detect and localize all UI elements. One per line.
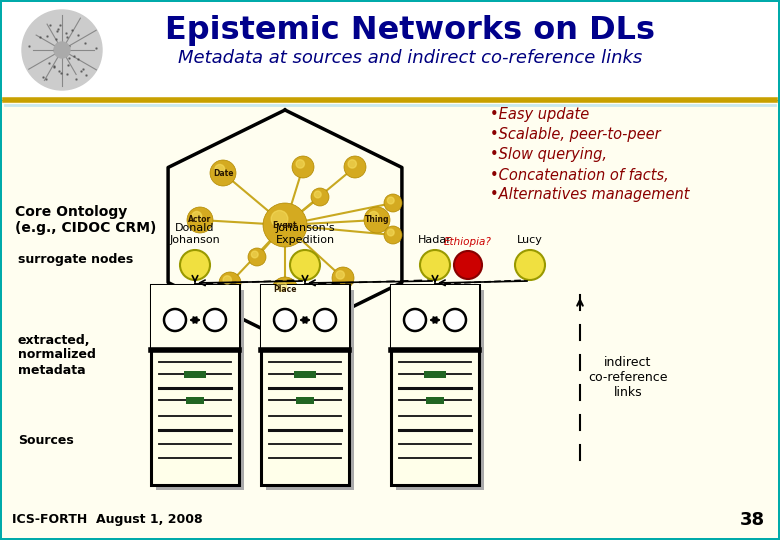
Circle shape bbox=[277, 281, 287, 291]
FancyBboxPatch shape bbox=[391, 285, 479, 350]
Circle shape bbox=[404, 309, 426, 331]
Circle shape bbox=[388, 229, 394, 236]
Circle shape bbox=[54, 42, 70, 58]
Text: •Concatenation of facts,: •Concatenation of facts, bbox=[490, 167, 668, 183]
Text: •Alternatives management: •Alternatives management bbox=[490, 187, 690, 202]
Text: Thing: Thing bbox=[365, 215, 389, 225]
Circle shape bbox=[364, 207, 390, 233]
Circle shape bbox=[290, 250, 320, 280]
FancyBboxPatch shape bbox=[2, 2, 778, 100]
Circle shape bbox=[274, 309, 296, 331]
Text: Sources: Sources bbox=[18, 434, 74, 447]
Circle shape bbox=[296, 160, 304, 168]
FancyBboxPatch shape bbox=[156, 290, 244, 490]
Text: Hadar: Hadar bbox=[418, 235, 452, 245]
Text: Place: Place bbox=[273, 286, 296, 294]
Circle shape bbox=[22, 10, 102, 90]
Circle shape bbox=[272, 277, 298, 303]
Text: Metadata at sources and indirect co-reference links: Metadata at sources and indirect co-refe… bbox=[178, 49, 642, 67]
Text: ICS-FORTH  August 1, 2008: ICS-FORTH August 1, 2008 bbox=[12, 514, 203, 526]
Circle shape bbox=[164, 309, 186, 331]
Circle shape bbox=[204, 309, 226, 331]
Circle shape bbox=[271, 211, 288, 227]
Circle shape bbox=[219, 272, 241, 294]
Text: Epistemic Networks on DLs: Epistemic Networks on DLs bbox=[165, 15, 655, 45]
Circle shape bbox=[311, 188, 329, 206]
Text: •Slow querying,: •Slow querying, bbox=[490, 147, 607, 163]
Text: Event: Event bbox=[273, 220, 297, 230]
Circle shape bbox=[444, 309, 466, 331]
Text: Date: Date bbox=[213, 168, 233, 178]
Text: Core Ontology
(e.g., CIDOC CRM): Core Ontology (e.g., CIDOC CRM) bbox=[15, 205, 156, 235]
Text: indirect
co-reference
links: indirect co-reference links bbox=[588, 356, 668, 399]
Text: surrogate nodes: surrogate nodes bbox=[18, 253, 133, 267]
FancyBboxPatch shape bbox=[296, 396, 314, 403]
Circle shape bbox=[251, 251, 258, 258]
FancyBboxPatch shape bbox=[396, 290, 484, 490]
Text: Donald
Johanson: Donald Johanson bbox=[169, 224, 221, 245]
Text: Ethiopia?: Ethiopia? bbox=[444, 237, 492, 247]
Text: 38: 38 bbox=[740, 511, 765, 529]
FancyBboxPatch shape bbox=[426, 396, 444, 403]
FancyBboxPatch shape bbox=[2, 101, 778, 538]
Circle shape bbox=[210, 160, 236, 186]
FancyBboxPatch shape bbox=[424, 370, 446, 377]
Circle shape bbox=[388, 197, 394, 204]
FancyBboxPatch shape bbox=[151, 285, 239, 350]
Text: •Easy update: •Easy update bbox=[490, 107, 589, 123]
Circle shape bbox=[215, 164, 225, 174]
FancyBboxPatch shape bbox=[151, 285, 239, 485]
Circle shape bbox=[332, 267, 354, 289]
FancyBboxPatch shape bbox=[294, 370, 316, 377]
FancyBboxPatch shape bbox=[261, 285, 349, 485]
Circle shape bbox=[454, 251, 482, 279]
Circle shape bbox=[384, 226, 402, 244]
FancyBboxPatch shape bbox=[391, 285, 479, 485]
Text: extracted,
normalized
metadata: extracted, normalized metadata bbox=[18, 334, 96, 376]
Circle shape bbox=[187, 207, 213, 233]
Circle shape bbox=[248, 248, 266, 266]
Circle shape bbox=[515, 250, 545, 280]
Circle shape bbox=[369, 212, 379, 221]
Circle shape bbox=[314, 191, 321, 198]
Circle shape bbox=[348, 160, 356, 168]
Circle shape bbox=[192, 212, 202, 221]
Circle shape bbox=[384, 194, 402, 212]
FancyBboxPatch shape bbox=[186, 396, 204, 403]
FancyBboxPatch shape bbox=[266, 290, 354, 490]
Circle shape bbox=[223, 276, 232, 284]
FancyBboxPatch shape bbox=[261, 285, 349, 350]
Circle shape bbox=[344, 156, 366, 178]
Circle shape bbox=[420, 250, 450, 280]
Circle shape bbox=[336, 271, 345, 279]
Circle shape bbox=[314, 309, 336, 331]
Text: Actor: Actor bbox=[189, 215, 211, 225]
Circle shape bbox=[263, 203, 307, 247]
Text: •Scalable, peer-to-peer: •Scalable, peer-to-peer bbox=[490, 127, 661, 143]
Text: Johanson's
Expedition: Johanson's Expedition bbox=[275, 224, 335, 245]
FancyBboxPatch shape bbox=[184, 370, 206, 377]
Text: Lucy: Lucy bbox=[517, 235, 543, 245]
Circle shape bbox=[292, 156, 314, 178]
Circle shape bbox=[180, 250, 210, 280]
